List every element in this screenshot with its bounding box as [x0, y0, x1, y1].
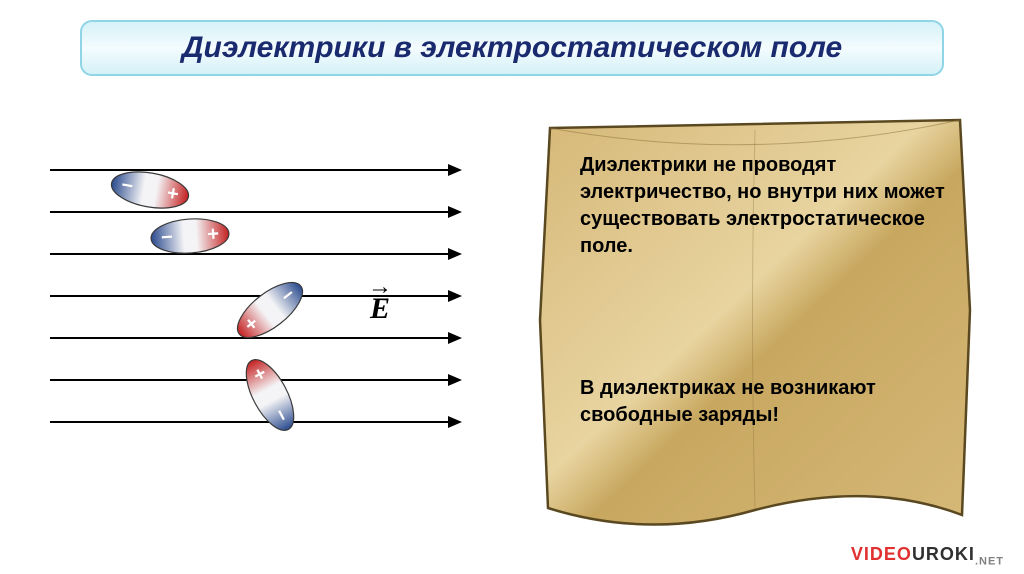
footer-logo: VIDEOUROKI.NET [851, 544, 1004, 568]
svg-text:+: + [207, 223, 220, 246]
paper-text-2: В диэлектриках не возникают свободные за… [580, 375, 950, 429]
title-bar: Диэлектрики в электростатическом поле [80, 20, 944, 76]
arrowhead-icon [448, 164, 462, 176]
footer-part1: VIDEO [851, 544, 912, 564]
page-title: Диэлектрики в электростатическом поле [182, 31, 842, 65]
dipole: − + [107, 165, 192, 214]
field-line [50, 169, 450, 172]
arrowhead-icon [448, 374, 462, 386]
field-line [50, 211, 450, 214]
arrowhead-icon [448, 332, 462, 344]
dipole: − + [149, 215, 231, 256]
arrowhead-icon [448, 248, 462, 260]
dipole: + − [235, 351, 304, 439]
field-line [50, 253, 450, 256]
e-vector-label: E [370, 292, 390, 326]
footer-suffix: .NET [975, 556, 1004, 568]
paper-text-1: Диэлектрики не проводят электричество, н… [580, 152, 950, 260]
svg-text:−: − [160, 226, 173, 249]
paper-panel: Диэлектрики не проводят электричество, н… [530, 110, 980, 530]
arrowhead-icon [448, 416, 462, 428]
footer-part2: UROKI [912, 544, 975, 564]
field-line [50, 421, 450, 424]
diagram: − + − + [40, 140, 470, 480]
arrowhead-icon [448, 290, 462, 302]
arrowhead-icon [448, 206, 462, 218]
